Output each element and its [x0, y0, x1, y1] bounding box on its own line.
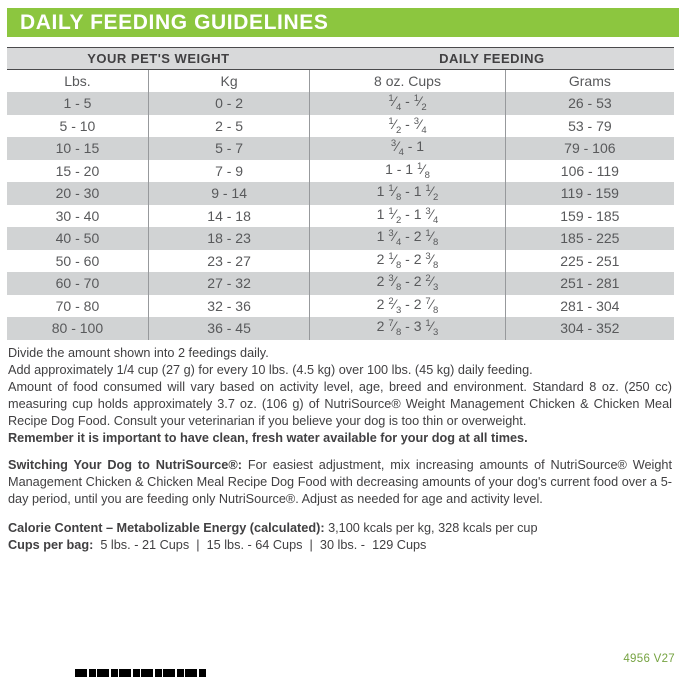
- cell-cups: 2 1⁄8 - 2 3⁄8: [309, 249, 506, 272]
- group-header-daily-feeding: DAILY FEEDING: [309, 47, 674, 70]
- cell-lbs: 10 - 15: [7, 137, 149, 160]
- cell-kg: 2 - 5: [148, 114, 311, 137]
- title-bar: DAILY FEEDING GUIDELINES: [7, 8, 679, 37]
- table-row: 40 - 50 18 - 23 1 3⁄4 - 2 1⁄8 185 - 225: [7, 227, 674, 250]
- calorie-lead: Calorie Content – Metabolizable Energy (…: [8, 521, 325, 535]
- cups-per-bag-lead: Cups per bag:: [8, 538, 94, 552]
- col-header-lbs: Lbs.: [7, 69, 149, 92]
- table-row: 60 - 70 27 - 32 2 3⁄8 - 2 2⁄3 251 - 281: [7, 272, 674, 295]
- cell-lbs: 5 - 10: [7, 114, 149, 137]
- cups-per-bag-line: Cups per bag: 5 lbs. - 21 Cups | 15 lbs.…: [8, 537, 672, 554]
- cell-grams: 79 - 106: [505, 137, 674, 160]
- cell-cups: 1 3⁄4 - 2 1⁄8: [309, 227, 506, 250]
- cell-grams: 225 - 251: [560, 252, 620, 269]
- col-header-grams: Grams: [505, 69, 674, 92]
- cell-lbs: 80 - 100: [7, 317, 149, 340]
- cell-grams: 185 - 225: [505, 227, 674, 250]
- cell-lbs: 15 - 20: [7, 159, 149, 182]
- cell-kg: 23 - 27: [148, 249, 311, 272]
- col-header-kg: Kg: [148, 69, 311, 92]
- note-divide-feedings: Divide the amount shown into 2 feedings …: [8, 346, 269, 360]
- cell-kg: 0 - 2: [148, 92, 311, 115]
- cell-cups: 1⁄2 - 3⁄4: [309, 114, 506, 137]
- cell-grams: 304 - 352: [505, 317, 674, 340]
- cell-cups: 1 1⁄2 - 1 3⁄4: [309, 204, 506, 227]
- note-fresh-water: Remember it is important to have clean, …: [8, 431, 528, 445]
- cell-kg: 32 - 36: [148, 294, 311, 317]
- barcode: [75, 669, 206, 677]
- table-row: 70 - 80 32 - 36 2 2⁄3 - 2 7⁄8 281 - 304: [7, 294, 674, 317]
- cell-kg: 5 - 7: [148, 137, 311, 160]
- table-row: 20 - 30 9 - 14 1 1⁄8 - 1 1⁄2 119 - 159: [7, 182, 674, 205]
- calorie-content-line: Calorie Content – Metabolizable Energy (…: [8, 520, 672, 537]
- cell-grams: 251 - 281: [505, 272, 674, 295]
- cell-cups: 1⁄4 - 1⁄2: [309, 92, 506, 115]
- table-group-header-row: YOUR PET'S WEIGHT DAILY FEEDING: [7, 47, 674, 70]
- table-row: 80 - 100 36 - 45 2 7⁄8 - 3 1⁄3 304 - 352: [7, 317, 674, 340]
- calorie-body: 3,100 kcals per kg, 328 kcals per cup: [324, 521, 538, 535]
- table-row: 50 - 60 23 - 27 2 1⁄8 - 2 3⁄8 225 - 251: [7, 249, 674, 272]
- cell-kg: 27 - 32: [148, 272, 311, 295]
- cell-lbs: 50 - 60: [7, 249, 149, 272]
- table-row: 5 - 10 2 - 5 1⁄2 - 3⁄4 53 - 79: [7, 114, 674, 137]
- cell-cups: 2 3⁄8 - 2 2⁄3: [309, 272, 506, 295]
- notes-block: Divide the amount shown into 2 feedings …: [8, 345, 672, 554]
- cell-grams: 26 - 53: [505, 92, 674, 115]
- page-title: DAILY FEEDING GUIDELINES: [20, 10, 329, 34]
- cell-kg: 9 - 14: [148, 182, 311, 205]
- cell-cups: 2 7⁄8 - 3 1⁄3: [309, 317, 506, 340]
- table-row: 30 - 40 14 - 18 1 1⁄2 - 1 3⁄4 159 - 185: [7, 204, 674, 227]
- cell-grams: 53 - 79: [568, 117, 612, 134]
- note-add-quarter-cup: Add approximately 1/4 cup (27 g) for eve…: [8, 363, 533, 377]
- cell-lbs: 60 - 70: [7, 272, 149, 295]
- cell-kg: 18 - 23: [148, 227, 311, 250]
- cell-cups: 3⁄4 - 1: [309, 137, 506, 160]
- cell-lbs: 40 - 50: [7, 227, 149, 250]
- feeding-table: YOUR PET'S WEIGHT DAILY FEEDING Lbs. Kg …: [7, 47, 674, 340]
- cell-lbs: 30 - 40: [7, 204, 149, 227]
- footer-code: 4956 V27: [623, 653, 675, 665]
- cell-grams: 159 - 185: [560, 207, 620, 224]
- note-amount-varies: Amount of food consumed will vary based …: [8, 380, 672, 428]
- cell-kg: 7 - 9: [148, 159, 311, 182]
- cell-grams: 106 - 119: [560, 162, 619, 179]
- cell-lbs: 20 - 30: [7, 182, 149, 205]
- col-header-cups: 8 oz. Cups: [309, 69, 506, 92]
- cups-per-bag-body: 5 lbs. - 21 Cups | 15 lbs. - 64 Cups | 3…: [93, 538, 427, 552]
- group-header-pet-weight: YOUR PET'S WEIGHT: [7, 47, 310, 70]
- cell-kg: 36 - 45: [148, 317, 311, 340]
- table-column-header-row: Lbs. Kg 8 oz. Cups Grams: [7, 69, 674, 92]
- switching-paragraph: Switching Your Dog to NutriSource®: For …: [8, 457, 672, 508]
- switching-body: For easiest adjustment, mix increasing a…: [8, 458, 672, 506]
- cell-lbs: 1 - 5: [7, 92, 149, 115]
- cell-kg: 14 - 18: [148, 204, 311, 227]
- table-row: 10 - 15 5 - 7 3⁄4 - 1 79 - 106: [7, 137, 674, 160]
- cell-cups: 2 2⁄3 - 2 7⁄8: [309, 294, 506, 317]
- cell-lbs: 70 - 80: [7, 294, 149, 317]
- cell-cups: 1 1⁄8 - 1 1⁄2: [309, 182, 506, 205]
- cell-cups: 1 - 1 1⁄8: [309, 159, 506, 182]
- cell-grams: 281 - 304: [560, 297, 620, 314]
- switching-lead: Switching Your Dog to NutriSource®:: [8, 458, 242, 472]
- cell-grams: 119 - 159: [505, 182, 674, 205]
